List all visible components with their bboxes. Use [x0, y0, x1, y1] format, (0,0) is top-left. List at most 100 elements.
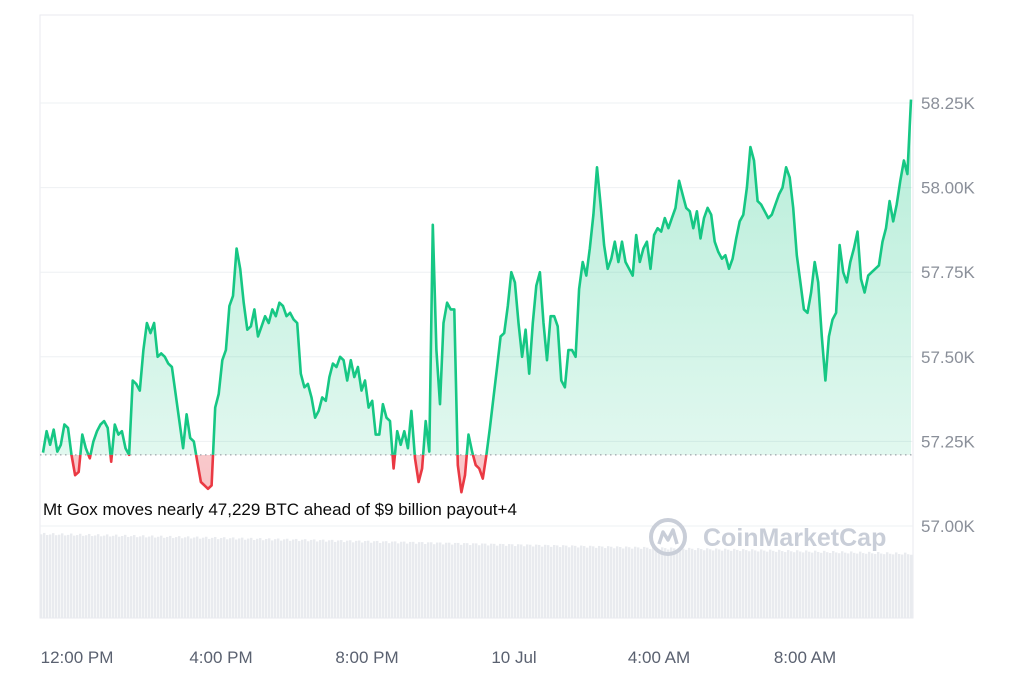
volume-bar [514, 546, 517, 618]
volume-bar [436, 542, 439, 618]
watermark-text: CoinMarketCap [703, 524, 886, 552]
volume-bar [694, 550, 697, 618]
volume-bar [679, 547, 682, 618]
volume-bar [400, 541, 403, 618]
volume-bar [475, 543, 478, 618]
volume-bar [397, 543, 400, 618]
volume-bar [418, 542, 421, 618]
volume-bar [109, 536, 112, 618]
volume-bar [520, 544, 523, 618]
volume-bar [517, 544, 520, 618]
volume-bar [157, 536, 160, 618]
volume-bar [877, 552, 880, 618]
volume-bar [742, 549, 745, 618]
volume-bar [277, 538, 280, 618]
x-tick-label: 4:00 AM [628, 648, 690, 667]
volume-bar [637, 547, 640, 618]
volume-bar [901, 554, 904, 618]
volume-bar [439, 542, 442, 618]
volume-bar [655, 547, 658, 618]
volume-bar [103, 535, 106, 618]
volume-bar [706, 548, 709, 618]
volume-bar [112, 535, 115, 618]
volume-bar [688, 547, 691, 618]
volume-bar [553, 544, 556, 618]
volume-bar [40, 534, 43, 618]
volume-bar [523, 546, 526, 618]
volume-bar [658, 549, 661, 618]
volume-bar [409, 541, 412, 618]
volume-bar [535, 544, 538, 618]
volume-bar [331, 539, 334, 618]
volume-bar [814, 550, 817, 618]
volume-bar [85, 535, 88, 618]
volume-bar [379, 542, 382, 618]
volume-bar [565, 545, 568, 618]
volume-bar [691, 548, 694, 618]
y-tick-label: 57.50K [921, 348, 976, 367]
y-tick-label: 57.75K [921, 263, 976, 282]
volume-bar [424, 543, 427, 618]
volume-bar [772, 550, 775, 618]
volume-bar [838, 553, 841, 618]
volume-bar [244, 539, 247, 618]
volume-bar [94, 535, 97, 618]
volume-bar [541, 546, 544, 618]
volume-bar [100, 536, 103, 618]
volume-bar [799, 551, 802, 618]
volume-bar [412, 541, 415, 618]
volume-bar [241, 537, 244, 618]
volume-bar [640, 548, 643, 618]
x-tick-label: 12:00 PM [41, 648, 114, 667]
volume-bar [286, 538, 289, 618]
volume-bar [904, 552, 907, 618]
volume-bar [544, 544, 547, 618]
price-line-up [41, 99, 913, 455]
volume-bar [577, 547, 580, 618]
volume-bar [304, 539, 307, 618]
volume-bar [778, 549, 781, 618]
volume-bar [835, 552, 838, 618]
volume-bar [643, 546, 646, 618]
volume-bar [385, 541, 388, 618]
volume-bar [889, 553, 892, 618]
volume-bar [199, 538, 202, 618]
volume-bar [196, 536, 199, 618]
news-annotation[interactable]: Mt Gox moves nearly 47,229 BTC ahead of … [43, 500, 517, 519]
volume-bar [853, 552, 856, 618]
volume-bar [373, 541, 376, 618]
volume-bar [598, 545, 601, 618]
volume-bar [718, 549, 721, 618]
volume-bar [769, 549, 772, 618]
volume-bar [358, 540, 361, 618]
volume-bar [151, 535, 154, 618]
volume-bar [859, 551, 862, 618]
volume-bar [898, 553, 901, 618]
volume-bar [340, 540, 343, 618]
volume-bar [346, 540, 349, 618]
volume-bar [49, 534, 52, 618]
volume-bar [82, 535, 85, 618]
volume-bar [505, 545, 508, 618]
volume-bar [52, 533, 55, 618]
volume-bar [631, 548, 634, 618]
volume-bar [592, 546, 595, 618]
volume-bar [202, 537, 205, 618]
volume-bar [76, 535, 79, 618]
volume-bar [187, 536, 190, 618]
volume-bar [547, 545, 550, 618]
volume-bar [361, 542, 364, 618]
volume-bar [136, 537, 139, 618]
volume-bar [754, 550, 757, 618]
volume-bar [451, 544, 454, 618]
volume-bar [106, 534, 109, 618]
volume-bar [130, 536, 133, 618]
volume-bar [430, 542, 433, 618]
volume-bar [70, 533, 73, 618]
volume-bar [511, 544, 514, 618]
volume-bar [355, 540, 358, 618]
volume-bar [121, 536, 124, 618]
volume-bar [619, 546, 622, 618]
volume-bar [466, 543, 469, 618]
